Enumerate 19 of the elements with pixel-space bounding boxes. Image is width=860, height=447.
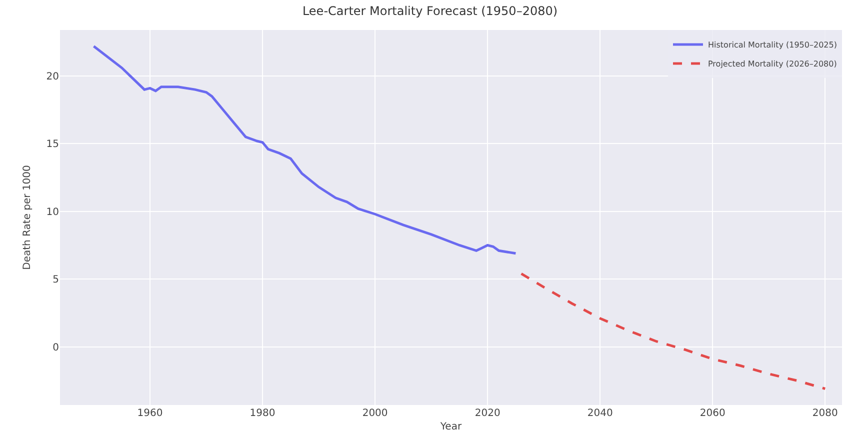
x-tick-label: 2000 xyxy=(362,408,388,419)
x-tick-label: 2080 xyxy=(812,408,838,419)
legend-label: Historical Mortality (1950–2025) xyxy=(708,40,837,50)
x-tick-label: 1960 xyxy=(137,408,163,419)
y-tick-label: 0 xyxy=(52,342,59,354)
chart-title: Lee-Carter Mortality Forecast (1950–2080) xyxy=(302,4,558,18)
y-axis-title: Death Rate per 1000 xyxy=(22,165,33,270)
y-tick-label: 10 xyxy=(46,206,59,218)
y-tick-label: 20 xyxy=(46,72,59,83)
legend-label: Projected Mortality (2026–2080) xyxy=(708,60,837,69)
line-series xyxy=(520,272,826,390)
line-series xyxy=(92,45,517,255)
y-tick-label: 15 xyxy=(46,139,59,150)
x-axis-title: Year xyxy=(439,422,462,432)
y-tick-label: 5 xyxy=(52,274,59,286)
x-tick-label: 2040 xyxy=(587,408,613,419)
x-tick-label: 1980 xyxy=(250,408,276,419)
x-tick-label: 2020 xyxy=(474,408,500,419)
x-tick-label: 2060 xyxy=(700,408,726,419)
